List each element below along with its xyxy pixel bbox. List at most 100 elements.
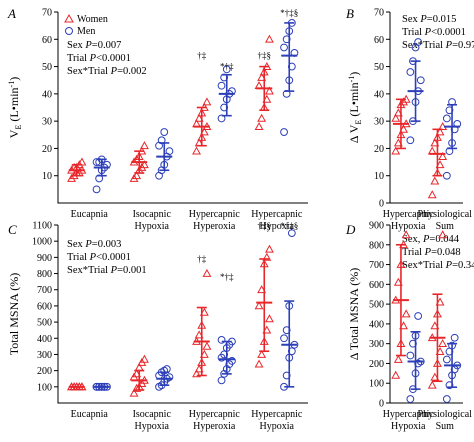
data-point-men [92, 185, 101, 194]
data-point-men [416, 76, 425, 85]
ylabel-part: Δ V [347, 124, 361, 143]
data-point-women [254, 121, 264, 130]
data-point-men [442, 114, 451, 123]
data-point-men [280, 128, 288, 136]
stat-text: Sex*Trial [402, 40, 446, 51]
stat-line: Trial P<0.0001 [402, 27, 466, 38]
x-tick-label: Physiological [418, 209, 473, 220]
x-tick-label: Hypercapnic [189, 409, 241, 420]
y-tick-label: 70 [374, 8, 384, 19]
stat-p: P [445, 260, 453, 271]
data-point-women [140, 160, 149, 169]
data-point-men [222, 65, 231, 74]
y-tick-label: 900 [369, 221, 384, 232]
legend-men-marker [65, 27, 73, 35]
data-point-women [391, 113, 401, 122]
stat-text: Sex [67, 40, 85, 51]
data-point-women [265, 34, 274, 43]
x-tick-label: Hypoxia [260, 421, 295, 432]
legend-women-marker [64, 13, 74, 23]
y-tick-label: 30 [374, 117, 384, 128]
x-tick-label: Hypoxia [135, 421, 170, 432]
ylabel-superscript: -1 [347, 76, 356, 83]
legend-men-label: Men [77, 26, 95, 37]
data-point-men [280, 334, 288, 343]
stat-text: =0.343 [452, 260, 474, 271]
data-point-women [140, 354, 149, 363]
stat-line: Sex P=0.007 [67, 40, 121, 51]
data-point-women [438, 339, 448, 348]
data-point-men [442, 355, 451, 364]
stat-text: =0.003 [92, 239, 122, 250]
data-point-men [445, 381, 454, 390]
stat-p: P [110, 265, 118, 276]
x-tick-label: Hypoxia [391, 421, 426, 432]
stat-line: Sex*Trial P=0.002 [67, 66, 147, 77]
x-tick-label: Hypercapnic [189, 209, 241, 220]
y-tick-label: 200 [37, 366, 52, 377]
y-tick-label: 600 [37, 301, 52, 312]
x-tick-label: Hypoxia [135, 221, 170, 232]
y-tick-label: 40 [42, 89, 52, 100]
data-point-women [265, 244, 274, 253]
x-tick-label: Physiological [418, 409, 473, 420]
data-point-women [430, 176, 440, 185]
ylabel-part: (L•min [347, 82, 361, 119]
data-point-men [442, 395, 451, 403]
panel-A: A 10 20 30 40 50 60 70 VE (L•min-1) Eucapnia Isoca… [7, 6, 308, 232]
data-point-women [202, 341, 212, 350]
data-point-women [438, 230, 448, 239]
data-point-women [254, 301, 264, 310]
data-point-women [134, 362, 144, 371]
significance-marker: †‡§ [258, 50, 272, 60]
panel-letter: D [345, 222, 356, 237]
significance-marker: *†‡ [220, 61, 234, 71]
y-tick-label: 400 [369, 319, 384, 330]
panel-letter: C [8, 222, 17, 237]
data-point-women [67, 173, 76, 182]
data-point-women [393, 277, 403, 286]
stat-text: Sex, [402, 234, 423, 245]
data-point-men [406, 136, 415, 145]
y-tick-label: 50 [42, 62, 52, 73]
data-point-women [265, 314, 274, 323]
data-point-women [427, 380, 437, 389]
stat-text: Trial [402, 27, 425, 38]
data-point-men [217, 81, 226, 90]
stat-text: Trial [67, 252, 90, 263]
data-point-women [192, 146, 201, 155]
stat-text: =0.015 [427, 14, 457, 25]
stat-text: <0.0001 [431, 27, 466, 38]
data-point-men [287, 229, 296, 237]
data-point-women [257, 113, 267, 122]
y-tick-label: 40 [374, 89, 384, 100]
stat-p: P [445, 40, 453, 51]
panel-B: B 0 10 20 30 40 50 60 70 Δ VE (L•min-1) Hypercapni… [346, 6, 474, 232]
x-tick-label: Hypoxia [260, 221, 295, 232]
data-point-men [165, 373, 174, 382]
y-tick-label: 300 [369, 339, 384, 350]
y-tick-label: 20 [374, 144, 384, 155]
stat-p: P [84, 40, 92, 51]
stat-p: P [419, 14, 427, 25]
data-point-men [217, 114, 226, 123]
data-point-men [406, 395, 415, 403]
data-point-women [202, 97, 212, 106]
stat-text: <0.0001 [96, 252, 131, 263]
y-tick-label: 30 [42, 117, 52, 128]
ylabel-part: V [7, 129, 21, 138]
stat-text: =0.048 [431, 247, 461, 258]
data-point-men [414, 38, 423, 46]
significance-marker: *†‡§ [280, 8, 298, 18]
stat-p: P [424, 247, 432, 258]
x-tick-label: Sum [436, 421, 455, 432]
stat-line: Sex*Trial P=0.001 [67, 265, 147, 276]
y-axis-label: VE (L•min-1) [7, 77, 23, 138]
data-point-women [393, 354, 403, 363]
y-tick-label: 300 [37, 350, 52, 361]
y-tick-label: 700 [369, 260, 384, 271]
data-point-women [393, 138, 403, 147]
y-tick-label: 60 [42, 35, 52, 46]
stat-line: Sex P=0.003 [67, 239, 121, 250]
x-tick-label: Hyperoxia [193, 221, 236, 232]
